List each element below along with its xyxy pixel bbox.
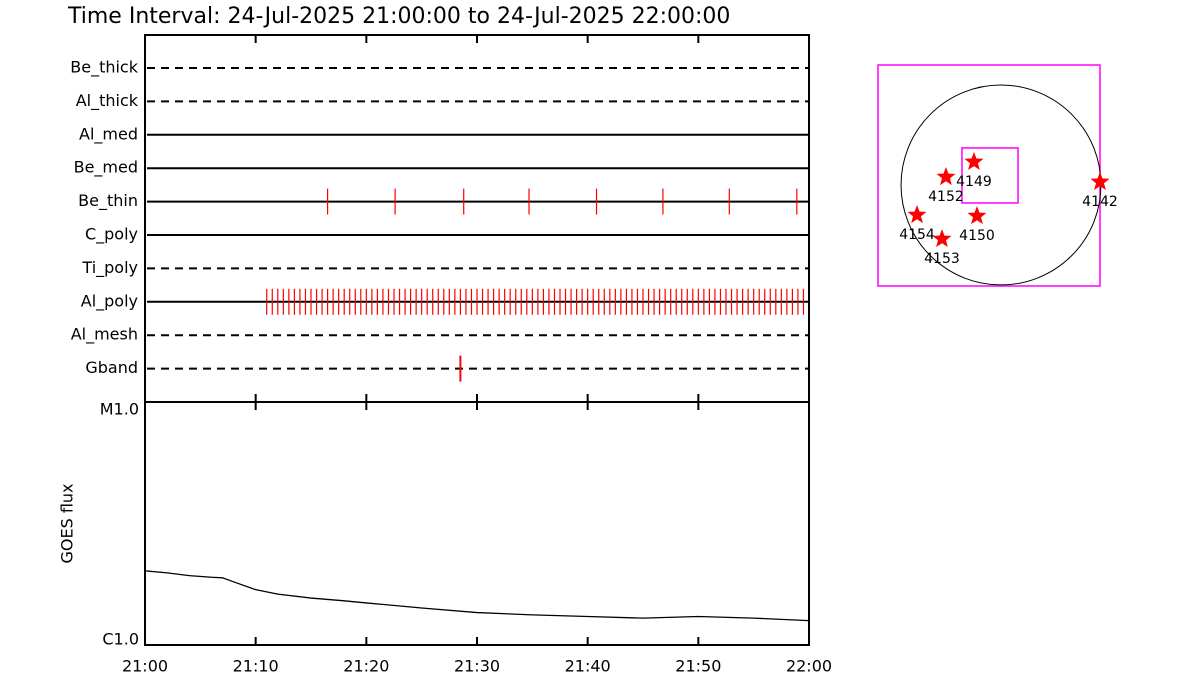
filter-label: C_poly xyxy=(85,225,138,245)
filter-label: Be_med xyxy=(74,158,138,178)
filter-label: Al_thick xyxy=(76,91,139,111)
active-region-label: 4154 xyxy=(899,227,935,243)
filter-label: Ti_poly xyxy=(81,258,138,278)
x-tick-label: 21:00 xyxy=(122,657,168,676)
y-axis-label: GOES flux xyxy=(58,483,77,563)
active-region-label: 4153 xyxy=(924,251,960,267)
goes-curve xyxy=(144,570,810,622)
active-region-label: 4150 xyxy=(959,228,995,244)
filter-label: Be_thick xyxy=(70,58,138,78)
filter-label: Al_poly xyxy=(81,291,138,311)
x-tick-label: 21:50 xyxy=(675,657,721,676)
active-region-marker xyxy=(936,167,956,186)
active-region-label: 4152 xyxy=(928,189,964,205)
x-tick-label: 21:40 xyxy=(565,657,611,676)
panel-frame xyxy=(144,34,810,403)
active-region-label: 4142 xyxy=(1082,194,1118,210)
active-region-marker xyxy=(932,229,952,247)
chart-title: Time Interval: 24-Jul-2025 21:00:00 to 2… xyxy=(67,4,730,29)
fov-box xyxy=(961,147,1019,204)
active-region-label: 4149 xyxy=(956,174,992,190)
x-tick-label: 22:00 xyxy=(786,657,832,676)
active-region-marker xyxy=(1090,171,1110,190)
panel-frame xyxy=(144,401,810,646)
y-tick-label: C1.0 xyxy=(102,630,139,649)
active-region-marker xyxy=(907,205,927,224)
x-tick-label: 21:30 xyxy=(454,657,500,676)
filter-label: Gband xyxy=(85,358,138,377)
active-region-marker xyxy=(964,151,984,170)
filter-label: Be_thin xyxy=(78,191,138,211)
y-tick-label: M1.0 xyxy=(100,400,139,419)
active-region-marker xyxy=(967,206,987,225)
x-tick-label: 21:20 xyxy=(343,657,389,676)
filter-label: Al_mesh xyxy=(71,325,138,345)
filter-label: Al_med xyxy=(79,124,138,144)
x-tick-label: 21:10 xyxy=(233,657,279,676)
